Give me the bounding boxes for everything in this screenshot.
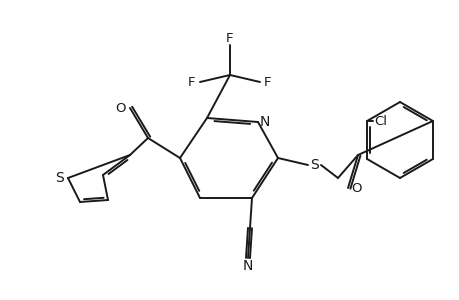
Text: O: O [116, 101, 126, 115]
Text: F: F [226, 32, 233, 44]
Text: F: F [188, 76, 196, 88]
Text: S: S [310, 158, 319, 172]
Text: N: N [259, 115, 269, 129]
Text: Cl: Cl [374, 115, 387, 128]
Text: F: F [263, 76, 271, 88]
Text: N: N [242, 259, 252, 273]
Text: S: S [56, 171, 64, 185]
Text: O: O [351, 182, 362, 194]
